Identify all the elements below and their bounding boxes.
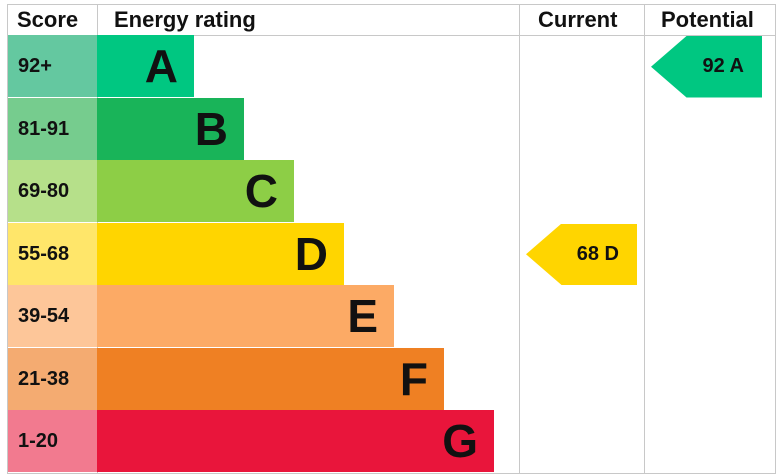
current-rating-arrow: 68 D <box>526 223 637 285</box>
score-cell-c: 69-80 <box>8 160 97 222</box>
score-cell-f: 21-38 <box>8 347 97 410</box>
potential-header: Potential <box>661 7 754 32</box>
potential-rating-arrow: 92 A <box>651 36 762 98</box>
rating-bar-a: A <box>97 35 194 97</box>
rating-bar-e: E <box>97 285 394 347</box>
score-header: Score <box>17 7 79 32</box>
grid-line <box>7 473 776 474</box>
rating-bar-d: D <box>97 222 344 285</box>
rating-bar-g: G <box>97 410 494 472</box>
grid-line <box>644 4 645 474</box>
rating-bar-f: F <box>97 347 444 410</box>
score-cell-b: 81-91 <box>8 97 97 160</box>
grid-line <box>7 4 8 474</box>
grid-line <box>7 35 776 36</box>
score-cell-e: 39-54 <box>8 285 97 347</box>
score-cell-g: 1-20 <box>8 410 97 472</box>
grid-line <box>7 4 776 5</box>
energy-rating-header: Energy rating <box>114 7 256 32</box>
grid-line <box>775 4 776 474</box>
grid-line <box>519 4 520 474</box>
rating-bar-b: B <box>97 97 244 160</box>
rating-bar-c: C <box>97 160 294 222</box>
score-cell-a: 92+ <box>8 35 97 97</box>
score-cell-d: 55-68 <box>8 222 97 285</box>
current-header: Current <box>538 7 618 32</box>
